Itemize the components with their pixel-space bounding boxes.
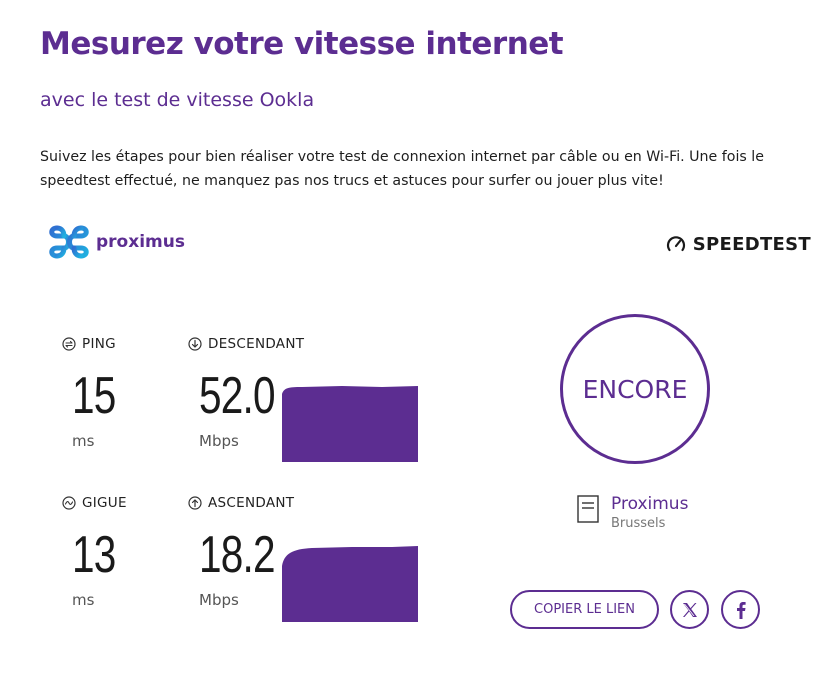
speedtest-widget-header: proximus SPEEDTEST bbox=[48, 220, 813, 268]
encore-button-label: ENCORE bbox=[582, 374, 688, 404]
share-facebook-button[interactable] bbox=[721, 590, 760, 629]
jitter-label-text: GIGUE bbox=[82, 495, 127, 511]
download-arrow-icon bbox=[188, 337, 202, 351]
upload-label: ASCENDANT bbox=[188, 495, 294, 511]
ping-value: 15 bbox=[72, 367, 116, 425]
download-label: DESCENDANT bbox=[188, 336, 304, 352]
ping-label-text: PING bbox=[82, 336, 116, 352]
ping-unit: ms bbox=[72, 432, 95, 450]
jitter-unit: ms bbox=[72, 591, 95, 609]
server-icon bbox=[577, 495, 599, 523]
jitter-label: GIGUE bbox=[62, 495, 127, 511]
intro-text: Suivez les étapes pour bien réaliser vot… bbox=[40, 149, 764, 189]
gauge-icon bbox=[666, 235, 685, 251]
download-graph bbox=[282, 386, 418, 462]
x-icon bbox=[682, 602, 697, 617]
ping-icon bbox=[62, 337, 76, 351]
speedtest-logo[interactable]: SPEEDTEST bbox=[666, 234, 811, 255]
proximus-logo[interactable]: proximus bbox=[48, 220, 185, 264]
encore-button[interactable]: ENCORE bbox=[560, 314, 710, 464]
facebook-icon bbox=[736, 601, 746, 619]
jitter-value: 13 bbox=[72, 526, 116, 584]
upload-value: 18.2 bbox=[199, 526, 276, 584]
copy-link-label: COPIER LE LIEN bbox=[534, 602, 635, 617]
upload-graph bbox=[282, 546, 418, 622]
upload-arrow-icon bbox=[188, 496, 202, 510]
download-label-text: DESCENDANT bbox=[208, 336, 305, 352]
upload-unit: Mbps bbox=[199, 591, 239, 609]
copy-link-button[interactable]: COPIER LE LIEN bbox=[510, 590, 659, 629]
server-location: Brussels bbox=[611, 516, 666, 531]
jitter-icon bbox=[62, 496, 76, 510]
proximus-logo-text: proximus bbox=[96, 232, 185, 252]
page-title: Mesurez votre vitesse internet bbox=[40, 26, 564, 62]
server-info[interactable]: Proximus Brussels bbox=[576, 494, 688, 531]
upload-label-text: ASCENDANT bbox=[208, 495, 295, 511]
page-subtitle: avec le test de vitesse Ookla bbox=[40, 89, 315, 111]
ping-label: PING bbox=[62, 336, 116, 352]
speedtest-logo-text: SPEEDTEST bbox=[692, 234, 811, 255]
download-value: 52.0 bbox=[199, 367, 276, 425]
download-unit: Mbps bbox=[199, 432, 239, 450]
share-x-button[interactable] bbox=[670, 590, 709, 629]
server-name: Proximus bbox=[611, 494, 689, 514]
proximus-logo-icon bbox=[49, 225, 89, 259]
